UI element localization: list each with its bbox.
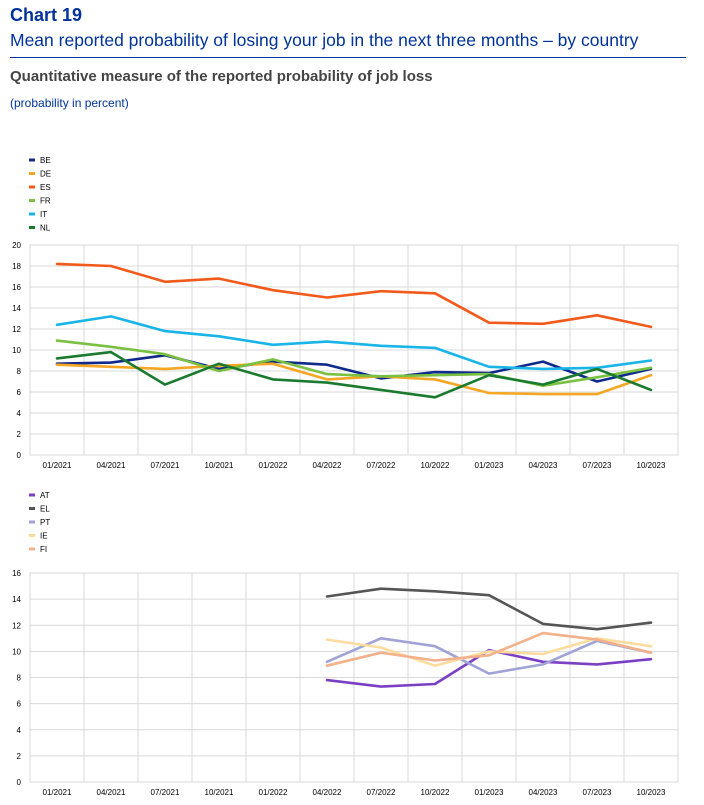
x-tick-label: 04/2023 <box>529 461 558 470</box>
series-line-be <box>55 354 653 383</box>
y-tick-label: 2 <box>17 752 22 761</box>
x-tick-label: 01/2022 <box>259 788 288 797</box>
x-tick-label: 07/2022 <box>367 788 396 797</box>
series-line-fi <box>325 631 653 667</box>
x-tick-label: 07/2023 <box>583 788 612 797</box>
y-tick-label: 6 <box>17 700 22 709</box>
legend-item-fi: FI <box>29 545 47 554</box>
legend-item-be: BE <box>29 156 51 165</box>
y-tick-label: 16 <box>12 283 21 292</box>
legend-item-it: IT <box>29 210 47 219</box>
legend-item-ie: IE <box>29 532 48 541</box>
series-line-it <box>55 315 653 371</box>
x-tick-label: 04/2021 <box>97 461 126 470</box>
y-tick-label: 8 <box>17 367 22 376</box>
x-tick-label: 07/2023 <box>583 461 612 470</box>
legend-item-de: DE <box>29 170 51 179</box>
x-tick-label: 04/2023 <box>529 788 558 797</box>
y-tick-label: 14 <box>12 595 21 604</box>
y-tick-label: 16 <box>12 569 21 578</box>
y-tick-label: 8 <box>17 674 22 683</box>
x-tick-label: 04/2022 <box>313 461 342 470</box>
series-line-de <box>55 362 653 396</box>
y-tick-label: 6 <box>17 388 22 397</box>
title-rule <box>10 57 686 58</box>
x-tick-label: 01/2021 <box>43 461 72 470</box>
x-tick-label: 04/2022 <box>313 788 342 797</box>
x-tick-label: 10/2021 <box>205 461 234 470</box>
x-tick-label: 10/2023 <box>637 461 666 470</box>
x-tick-label: 07/2022 <box>367 461 396 470</box>
chart-number: Chart 19 <box>10 5 83 25</box>
series-line-fr <box>55 339 653 387</box>
legend-label: NL <box>40 224 51 233</box>
legend-label: EL <box>40 505 50 514</box>
x-tick-label: 01/2023 <box>475 461 504 470</box>
line-chart-bottom: AT EL PT IE FI 0 2 4 6 8 10 12 14 16 01/2021 04/2021 07/… <box>12 491 679 797</box>
legend-item-el: EL <box>29 505 50 514</box>
y-tick-label: 2 <box>17 430 22 439</box>
legend-label: FR <box>40 197 51 206</box>
legend-label: FI <box>40 545 47 554</box>
legend-label: BE <box>40 156 51 165</box>
y-tick-label: 18 <box>12 262 21 271</box>
chart-header: Chart 19 Mean reported probability of lo… <box>10 0 686 110</box>
x-tick-label: 01/2023 <box>475 788 504 797</box>
x-tick-label: 07/2021 <box>151 461 180 470</box>
y-tick-label: 14 <box>12 304 21 313</box>
y-tick-label: 4 <box>17 726 22 735</box>
legend-item-fr: FR <box>29 197 51 206</box>
legend-item-es: ES <box>29 183 51 192</box>
legend-label: IT <box>40 210 47 219</box>
x-tick-label: 01/2022 <box>259 461 288 470</box>
legend-item-pt: PT <box>29 518 50 527</box>
y-tick-label: 4 <box>17 409 22 418</box>
y-tick-label: 10 <box>12 346 21 355</box>
x-tick-label: 01/2021 <box>43 788 72 797</box>
x-tick-label: 10/2022 <box>421 461 450 470</box>
y-tick-label: 0 <box>17 778 22 787</box>
chart-subtitle: Quantitative measure of the reported pro… <box>10 68 433 85</box>
series-line-el <box>325 587 653 631</box>
y-tick-label: 12 <box>12 621 21 630</box>
y-tick-label: 0 <box>17 451 22 460</box>
x-tick-label: 10/2021 <box>205 788 234 797</box>
series-line-nl <box>55 350 653 399</box>
x-tick-label: 10/2023 <box>637 788 666 797</box>
legend-label: AT <box>40 491 50 500</box>
x-tick-label: 04/2021 <box>97 788 126 797</box>
legend-label: PT <box>40 518 50 527</box>
chart-title: Mean reported probability of losing your… <box>10 30 639 50</box>
series-line-es <box>55 262 653 329</box>
y-tick-label: 20 <box>12 241 21 250</box>
y-tick-label: 10 <box>12 647 21 656</box>
line-chart-top: BE DE ES FR IT NL 0 2 4 6 8 10 12 14 16 18 20 01/2021 04/2… <box>12 156 679 470</box>
legend-label: ES <box>40 183 51 192</box>
legend-item-nl: NL <box>29 224 51 233</box>
series-line-at <box>325 648 653 688</box>
legend-label: IE <box>40 532 48 541</box>
unit-label: (probability in percent) <box>10 96 129 110</box>
x-tick-label: 10/2022 <box>421 788 450 797</box>
legend-label: DE <box>40 170 51 179</box>
y-tick-label: 12 <box>12 325 21 334</box>
x-tick-label: 07/2021 <box>151 788 180 797</box>
legend-item-at: AT <box>29 491 50 500</box>
